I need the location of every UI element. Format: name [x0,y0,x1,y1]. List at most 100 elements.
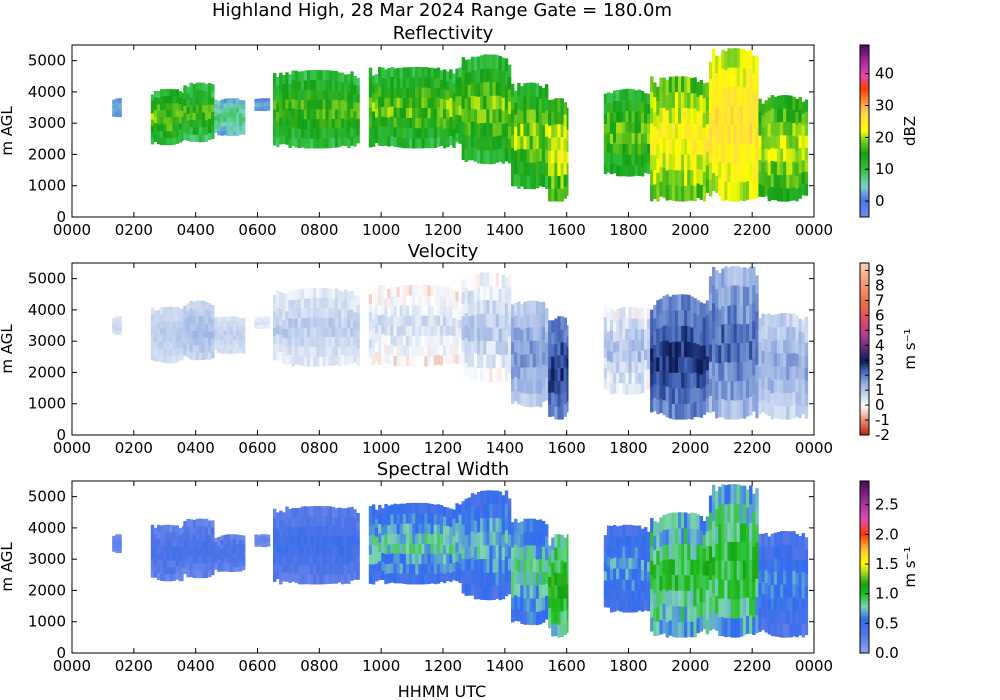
data-cell [511,160,515,174]
y-tick-label: 4000 [28,301,66,319]
data-cell [378,116,382,127]
colorbar-cell [860,125,869,129]
data-cell [659,107,663,123]
data-cell [712,119,716,138]
data-cell [681,559,685,576]
data-cell [204,119,209,128]
data-cell [189,569,193,578]
data-cell [201,526,206,534]
data-cell [752,181,756,200]
data-cell [566,129,569,141]
data-cell [452,344,456,355]
data-cell [192,134,196,142]
data-cell [276,570,280,580]
data-cell [628,524,632,536]
data-cell [175,334,179,342]
data-cell [690,512,694,529]
data-cell [371,84,376,94]
data-cell [217,105,221,110]
data-cell [541,100,546,113]
data-cell [303,99,308,110]
data-cell [560,354,564,369]
data-cell [609,93,614,104]
data-cell [742,560,747,580]
data-cell [393,326,397,337]
data-cell [563,622,567,635]
data-cell [368,117,373,128]
data-cell [767,585,771,598]
data-cell [172,525,176,533]
data-cell [507,286,512,300]
data-cell [526,175,530,190]
data-cell [337,128,342,138]
data-cell [634,164,639,176]
data-cell [396,524,400,535]
data-cell [325,574,329,585]
data-cell [495,286,499,301]
data-cell [331,70,336,81]
data-cell [749,578,753,597]
data-cell [297,109,302,120]
data-cell [260,534,264,537]
data-cell [390,116,394,127]
data-cell [273,136,277,146]
data-cell [371,318,376,329]
data-cell [644,537,648,549]
data-cell [650,185,654,202]
data-cell [378,551,382,562]
data-cell [668,372,673,389]
data-cell [115,325,119,329]
data-cell [653,578,657,594]
data-cell [644,308,648,320]
data-cell [640,318,645,330]
data-cell [681,606,685,622]
data-cell [337,91,342,101]
data-cell [718,505,722,525]
data-cell [157,137,161,145]
data-cell [557,380,561,394]
data-cell [412,523,416,534]
data-cell [430,295,434,307]
data-cell [223,539,227,545]
data-cell [678,559,682,576]
data-cell [204,83,209,92]
data-cell [665,355,669,372]
data-cell [263,320,268,323]
data-cell [721,106,725,126]
data-cell [631,318,635,330]
data-cell [640,112,645,124]
data-cell [613,362,617,373]
data-cell [183,112,187,120]
data-cell [780,571,784,585]
data-cell [557,111,561,125]
data-cell [495,490,499,505]
data-cell [115,323,119,326]
data-cell [498,354,502,369]
data-cell [118,545,122,549]
data-cell [473,56,478,71]
data-cell [424,345,428,357]
data-cell [776,161,781,176]
data-cell [507,522,512,535]
data-cell [297,507,302,518]
data-cell [613,152,617,164]
data-cell [538,161,543,174]
data-cell [310,336,314,347]
data-cell [325,109,329,120]
data-cell [223,330,227,336]
data-cell [501,547,506,561]
data-cell [300,574,305,585]
data-cell [486,122,490,137]
data-cell [402,513,407,524]
data-cell [486,340,490,355]
data-cell [523,545,527,559]
data-cell [387,544,391,555]
data-cell [112,547,116,550]
data-cell [396,553,400,564]
data-cell [746,379,750,398]
data-cell [160,553,164,561]
data-cell [285,311,289,321]
data-cell [390,315,394,326]
data-cell [285,544,289,554]
data-cell [418,325,422,336]
